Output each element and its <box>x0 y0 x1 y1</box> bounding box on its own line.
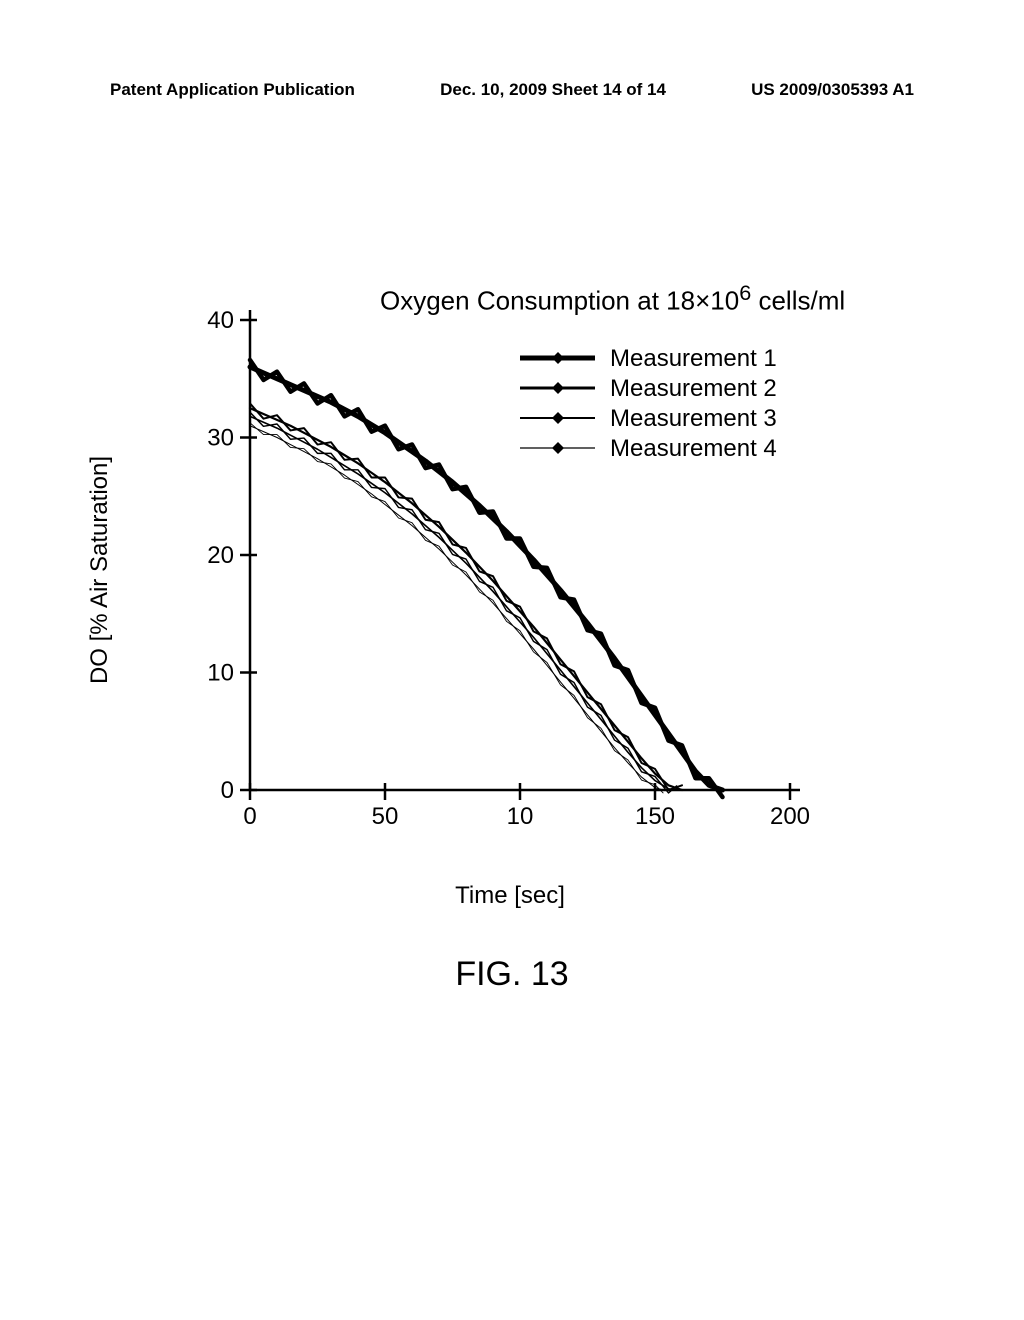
svg-text:20: 20 <box>207 542 234 569</box>
patent-header: Patent Application Publication Dec. 10, … <box>0 80 1024 100</box>
figure-label: FIG. 13 <box>455 955 568 994</box>
svg-text:Measurement 3: Measurement 3 <box>610 405 777 432</box>
svg-text:150: 150 <box>635 803 675 830</box>
header-right: US 2009/0305393 A1 <box>751 80 914 100</box>
svg-text:50: 50 <box>372 803 399 830</box>
y-axis-label: DO [% Air Saturation] <box>86 456 114 684</box>
title-exponent: 6 <box>739 280 751 305</box>
svg-text:0: 0 <box>221 777 234 804</box>
svg-text:0: 0 <box>243 803 256 830</box>
chart-container: Oxygen Consumption at 18×106 cells/ml DO… <box>120 280 900 900</box>
svg-text:40: 40 <box>207 307 234 334</box>
header-left: Patent Application Publication <box>110 80 355 100</box>
header-center: Dec. 10, 2009 Sheet 14 of 14 <box>440 80 666 100</box>
chart-title: Oxygen Consumption at 18×106 cells/ml <box>380 280 845 317</box>
svg-text:30: 30 <box>207 425 234 452</box>
svg-text:200: 200 <box>770 803 810 830</box>
chart-svg: 0 10 20 30 40 0 50 10 150 200 Measurement 1 Measure… <box>120 280 900 870</box>
svg-text:Measurement 1: Measurement 1 <box>610 345 777 372</box>
svg-text:Measurement 4: Measurement 4 <box>610 435 777 462</box>
title-suffix: cells/ml <box>751 286 845 316</box>
x-axis-label: Time [sec] <box>455 882 565 910</box>
svg-text:10: 10 <box>507 803 534 830</box>
svg-text:10: 10 <box>207 660 234 687</box>
svg-text:Measurement 2: Measurement 2 <box>610 375 777 402</box>
title-prefix: Oxygen Consumption at 18×10 <box>380 286 739 316</box>
